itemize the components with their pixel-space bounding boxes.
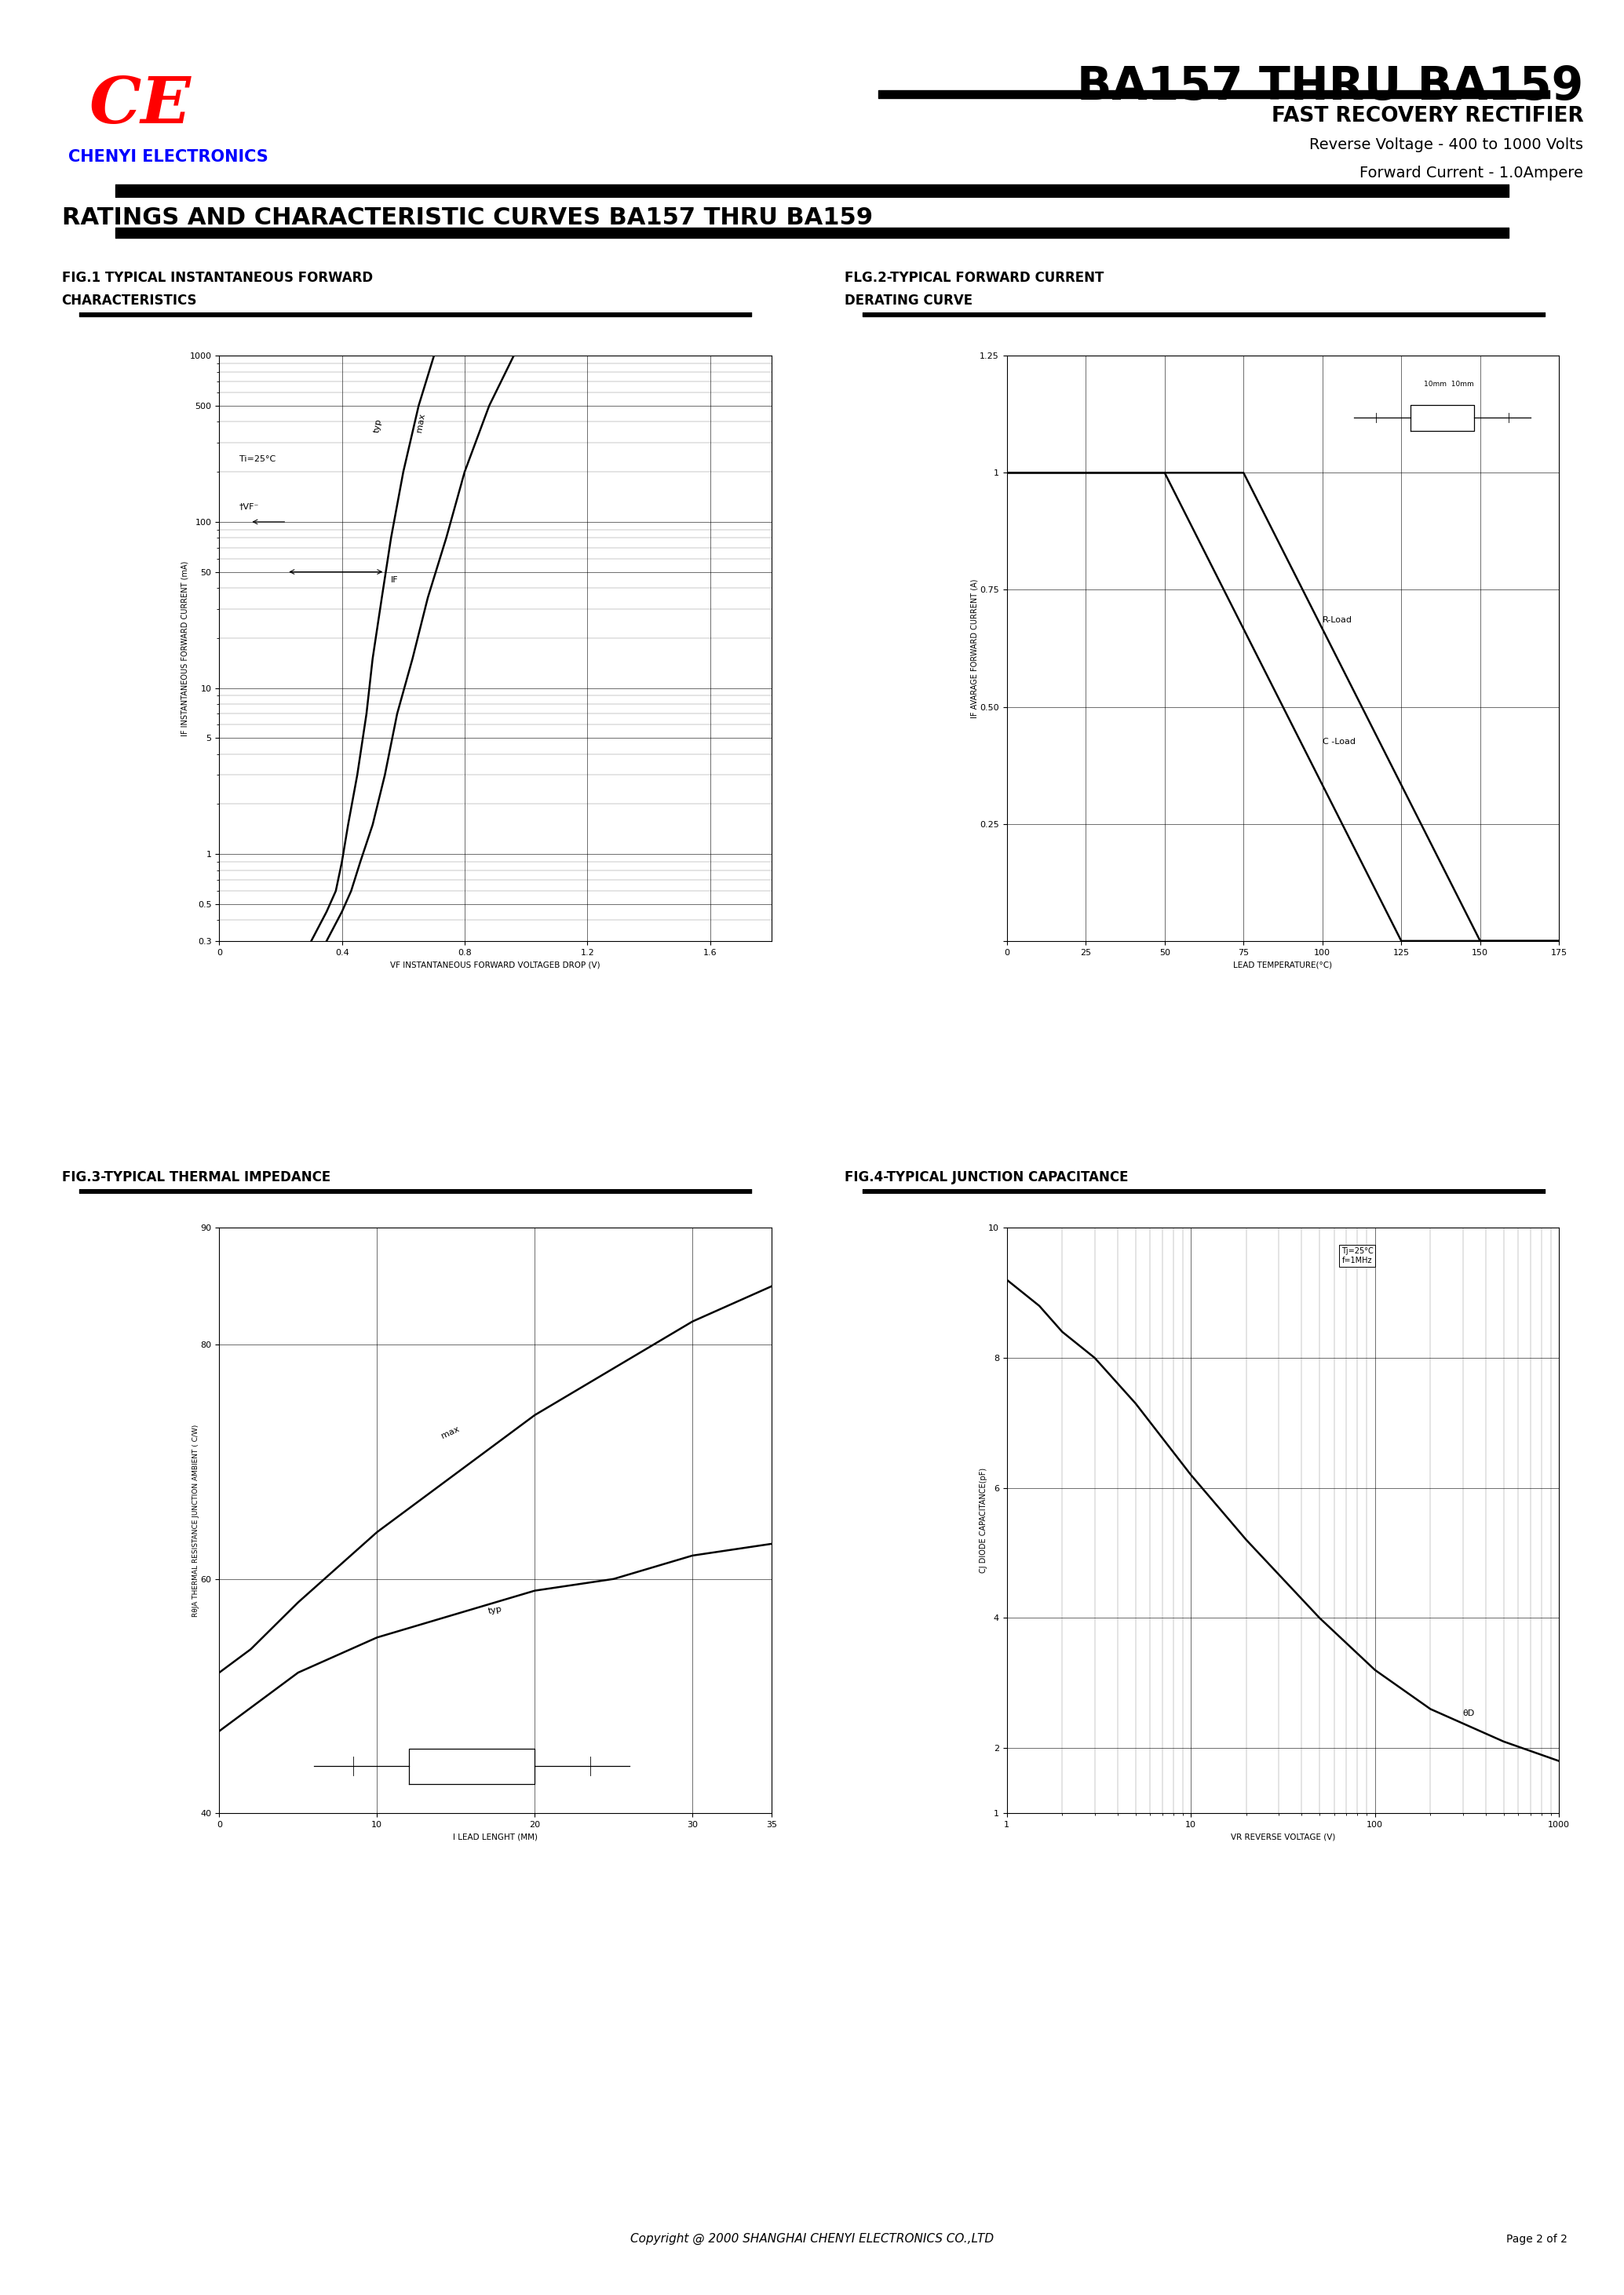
X-axis label: VR REVERSE VOLTAGE (V): VR REVERSE VOLTAGE (V) (1231, 1834, 1335, 1841)
X-axis label: LEAD TEMPERATURE(°C): LEAD TEMPERATURE(°C) (1234, 962, 1332, 968)
Text: CHARACTERISTICS: CHARACTERISTICS (62, 294, 197, 308)
Text: Forward Current - 1.0Ampere: Forward Current - 1.0Ampere (1359, 165, 1583, 179)
Text: FIG.1 TYPICAL INSTANTANEOUS FORWARD: FIG.1 TYPICAL INSTANTANEOUS FORWARD (62, 271, 372, 285)
Text: Page 2 of 2: Page 2 of 2 (1505, 2233, 1567, 2245)
X-axis label: VF INSTANTANEOUS FORWARD VOLTAGEB DROP (V): VF INSTANTANEOUS FORWARD VOLTAGEB DROP (… (390, 962, 601, 968)
Text: FIG.4-TYPICAL JUNCTION CAPACITANCE: FIG.4-TYPICAL JUNCTION CAPACITANCE (844, 1170, 1129, 1184)
Text: Ti=25°C: Ti=25°C (239, 454, 276, 464)
Y-axis label: IF INSTANTANEOUS FORWARD CURRENT (mA): IF INSTANTANEOUS FORWARD CURRENT (mA) (180, 560, 188, 737)
Text: max: max (440, 1425, 461, 1439)
Text: typ: typ (372, 418, 383, 434)
Text: max: max (416, 413, 427, 434)
Text: RATINGS AND CHARACTERISTIC CURVES BA157 THRU BA159: RATINGS AND CHARACTERISTIC CURVES BA157 … (62, 207, 872, 229)
Text: CE: CE (89, 73, 192, 135)
Text: θD: θD (1463, 1710, 1475, 1717)
Text: FLG.2-TYPICAL FORWARD CURRENT: FLG.2-TYPICAL FORWARD CURRENT (844, 271, 1104, 285)
Text: typ: typ (487, 1606, 503, 1616)
Text: BA157 THRU BA159: BA157 THRU BA159 (1077, 64, 1583, 108)
Text: FIG.3-TYPICAL THERMAL IMPEDANCE: FIG.3-TYPICAL THERMAL IMPEDANCE (62, 1170, 330, 1184)
Text: R-Load: R-Load (1322, 617, 1353, 624)
X-axis label: l LEAD LENGHT (MM): l LEAD LENGHT (MM) (453, 1834, 538, 1841)
Y-axis label: CJ DIODE CAPACITANCE(pF): CJ DIODE CAPACITANCE(pF) (979, 1469, 987, 1572)
Text: †VF⁻: †VF⁻ (239, 503, 260, 509)
Text: Reverse Voltage - 400 to 1000 Volts: Reverse Voltage - 400 to 1000 Volts (1309, 138, 1583, 151)
Y-axis label: RθJA THERMAL RESISTANCE JUNCTION AMBIENT ( C/W): RθJA THERMAL RESISTANCE JUNCTION AMBIENT… (192, 1425, 200, 1616)
Text: FAST RECOVERY RECTIFIER: FAST RECOVERY RECTIFIER (1272, 106, 1583, 126)
Y-axis label: IF AVARAGE FORWARD CURRENT (A): IF AVARAGE FORWARD CURRENT (A) (971, 578, 979, 718)
Text: IF: IF (391, 576, 398, 585)
Text: Copyright @ 2000 SHANGHAI CHENYI ELECTRONICS CO.,LTD: Copyright @ 2000 SHANGHAI CHENYI ELECTRO… (630, 2233, 994, 2245)
Text: 10mm  10mm: 10mm 10mm (1424, 381, 1473, 388)
Text: DERATING CURVE: DERATING CURVE (844, 294, 973, 308)
Text: Tj=25°C
f=1MHz: Tj=25°C f=1MHz (1341, 1248, 1374, 1265)
Text: CHENYI ELECTRONICS: CHENYI ELECTRONICS (68, 149, 268, 165)
Text: C -Load: C -Load (1322, 739, 1356, 746)
